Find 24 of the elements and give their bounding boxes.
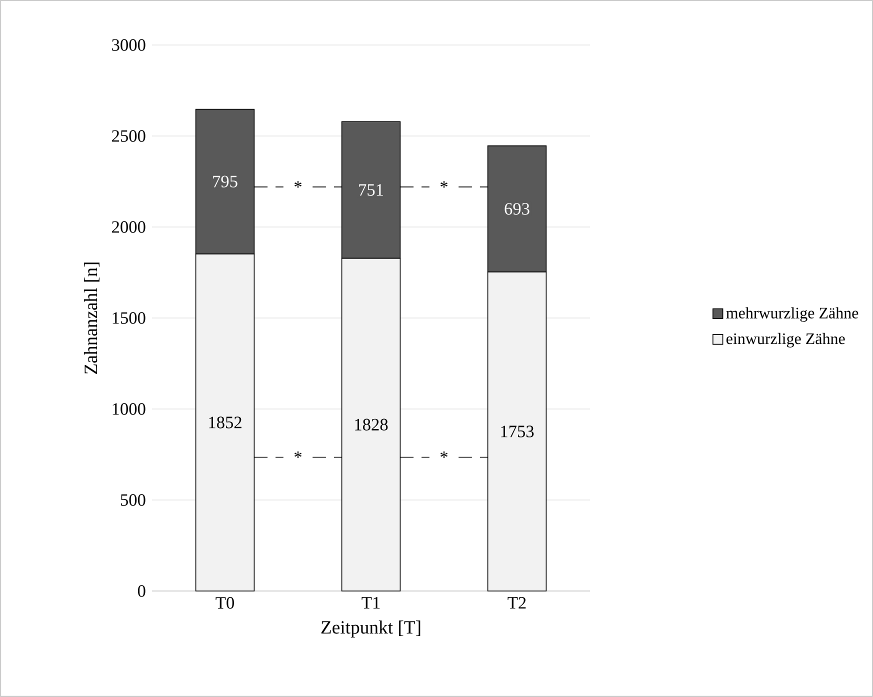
data-label: 693	[504, 203, 530, 215]
data-label: 795	[213, 176, 238, 188]
y-tick-label: 1000	[112, 403, 146, 415]
y-tick-label: 0	[138, 585, 146, 597]
data-label: 1753	[501, 426, 534, 438]
y-tick-label: 3000	[112, 39, 146, 51]
x-axis-title: Zeitpunkt [T]	[321, 620, 420, 638]
data-label: 1828	[355, 418, 388, 430]
y-tick-label: 2000	[112, 221, 146, 233]
annotation: *	[440, 452, 448, 458]
y-axis-title: Zahnanzahl [n]	[84, 262, 100, 374]
y-tick-label: 500	[120, 494, 146, 506]
legend-label: einwurzlige Zähne	[726, 332, 845, 348]
x-tick-label: T1	[362, 597, 380, 608]
legend-label: mehrwurzlige Zähne	[726, 307, 858, 322]
x-tick-label: T2	[508, 597, 526, 609]
annotation: *	[294, 181, 302, 188]
y-tick-label: 2500	[112, 130, 146, 142]
y-tick-label: 1500	[112, 312, 146, 324]
data-label: 751	[359, 184, 383, 196]
annotation: *	[294, 452, 302, 458]
annotation: *	[440, 181, 448, 188]
x-tick-label: T0	[216, 597, 234, 609]
data-label: 1852	[209, 416, 242, 428]
